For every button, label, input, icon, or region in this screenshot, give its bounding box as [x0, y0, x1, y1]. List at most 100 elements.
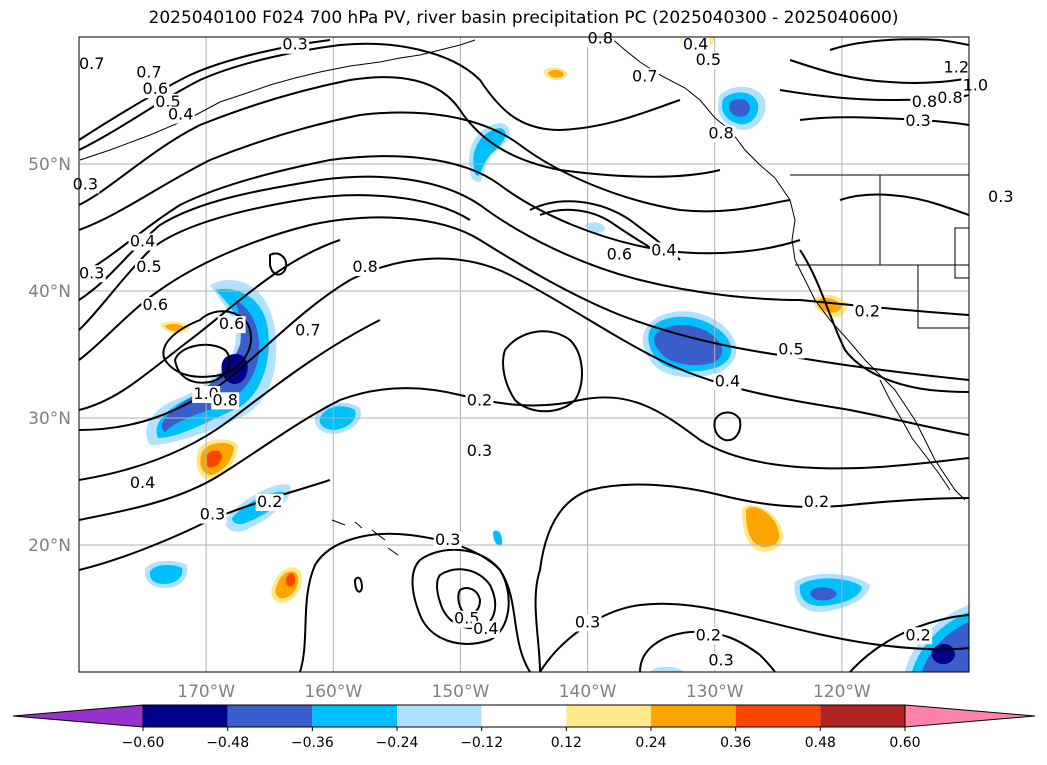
lon-tick-label: 150°W: [432, 682, 490, 702]
colorbar-tick-label: −0.36: [291, 735, 334, 751]
contour-label: 0.3: [435, 530, 460, 549]
contour-label-bg: [573, 614, 602, 632]
contour-label: 0.2: [696, 625, 721, 644]
lon-tick-label: 170°W: [177, 682, 235, 702]
contour-label-bg: [904, 112, 933, 130]
contour-label-bg: [802, 493, 831, 511]
lon-tick-label: 120°W: [813, 682, 871, 702]
pc-area-pos-6b: [548, 69, 564, 78]
contour-label-bg: [681, 36, 710, 54]
latitude-tick-labels: 20°N 30°N 40°N 50°N: [28, 155, 71, 556]
contour-label: 0.3: [282, 35, 307, 54]
contour-label-bg: [707, 652, 736, 670]
pc-area-pos-1c: [207, 450, 222, 468]
contour-label-bg: [707, 125, 736, 143]
contour-label: 0.4: [130, 473, 155, 492]
contour-label-bg: [777, 341, 805, 359]
contour-label: 0.2: [467, 390, 492, 409]
colorbar: −0.60 −0.48 −0.36 −0.24 −0.12 0.12 0.24 0.36 0.4…: [12, 704, 1036, 751]
colorbar-tick-label: −0.60: [122, 735, 165, 751]
contour-label-bg: [433, 532, 462, 549]
pc-area-neg-3c: [654, 324, 723, 366]
pc-area-neg-12: [650, 666, 685, 672]
contour-label: 0.4: [168, 105, 193, 124]
lat-tick-label: 20°N: [28, 536, 71, 556]
map-gridlines: [79, 37, 969, 672]
contour-label-bg: [471, 620, 500, 638]
contour-label-bg: [128, 474, 157, 492]
contour-label-bg: [465, 392, 494, 410]
contour-label: 0.3: [73, 174, 98, 193]
colorbar-bin: [820, 705, 905, 727]
contour-label-bg: [77, 265, 106, 283]
contour-label-bg: [77, 55, 106, 73]
pc-area-pos-3b: [746, 506, 780, 548]
contour-label: 0.2: [804, 492, 829, 511]
contour-label-bg: [694, 51, 723, 69]
contour-label: 0.4: [473, 619, 498, 638]
colorbar-extend-low: [12, 704, 144, 728]
colorbar-extend-high: [904, 704, 1036, 728]
contour-label-bg: [134, 258, 163, 276]
contour-label: 0.3: [79, 263, 104, 282]
contour-label-bg: [694, 627, 723, 645]
colorbar-bin: [651, 705, 736, 727]
contour-label: 0.3: [575, 613, 600, 632]
contour-label-bg: [649, 242, 678, 260]
contour-label-bg: [910, 93, 939, 111]
contour-label: 0.4: [715, 371, 740, 390]
colorbar-tick-label: 0.12: [551, 735, 582, 751]
pc-area-neg-11: [493, 530, 503, 546]
contour-label: 0.6: [143, 79, 168, 98]
contour-label-bg: [605, 246, 634, 264]
contour-label: 0.7: [79, 54, 104, 73]
contour-label-bg: [166, 106, 195, 124]
contour-label-bg: [217, 316, 246, 334]
contour-label: 0.7: [632, 66, 657, 85]
lon-tick-label: 130°W: [686, 682, 744, 702]
contour-label: 1.0: [963, 75, 988, 94]
contour-label-bg: [630, 68, 659, 86]
contour-labels: 0.7 0.70.60.50.40.30.30.40.3 0.50.60.61.00…: [71, 28, 1015, 670]
contour-label: 0.3: [200, 505, 225, 524]
pc-area-neg-10: [585, 222, 605, 233]
lat-tick-label: 40°N: [28, 282, 71, 302]
colorbar-bin: [481, 705, 567, 727]
contour-label-bg: [255, 493, 284, 511]
contour-label-bg: [713, 373, 742, 391]
pc-area-neg-7b: [149, 564, 183, 584]
contour-label: 0.3: [467, 441, 492, 460]
colorbar-bin: [566, 705, 651, 727]
contour-label-bg: [134, 64, 163, 82]
contour-label: 0.8: [212, 390, 237, 409]
contour-label-bg: [128, 233, 157, 251]
colorbar-tick-label: 0.36: [720, 735, 751, 751]
contour-label: 0.6: [219, 314, 244, 333]
pc-area-pos-2c: [286, 573, 296, 587]
contour-label: 0.7: [295, 320, 320, 339]
contour-label: 0.5: [136, 257, 161, 276]
state-border-3: [917, 265, 969, 329]
north-america-coast: [774, 177, 966, 501]
precipitation-pc-shading: [144, 37, 969, 672]
contour-label: 0.2: [855, 301, 880, 320]
contour-label: 0.5: [696, 50, 721, 69]
colorbar-tick-label: 0.24: [635, 735, 666, 751]
colorbar-bin: [312, 705, 397, 727]
contour-label: 0.2: [905, 625, 930, 644]
contour-label: 0.2: [257, 492, 282, 511]
alaska-panhandle: [609, 37, 776, 179]
contour-label-bg: [211, 392, 240, 410]
contour-label-bg: [942, 59, 971, 77]
contour-label-bg: [904, 627, 933, 645]
colorbar-tick-label: −0.12: [460, 735, 503, 751]
contour-label-bg: [293, 322, 322, 340]
contour-label: 0.5: [155, 92, 180, 111]
contour-label: 0.8: [708, 124, 733, 143]
contour-label-bg: [351, 258, 380, 276]
contour-label: 1.2: [944, 58, 969, 77]
lon-tick-label: 140°W: [559, 682, 617, 702]
contour-label: 0.6: [143, 295, 168, 314]
contour-label-bg: [853, 303, 882, 321]
